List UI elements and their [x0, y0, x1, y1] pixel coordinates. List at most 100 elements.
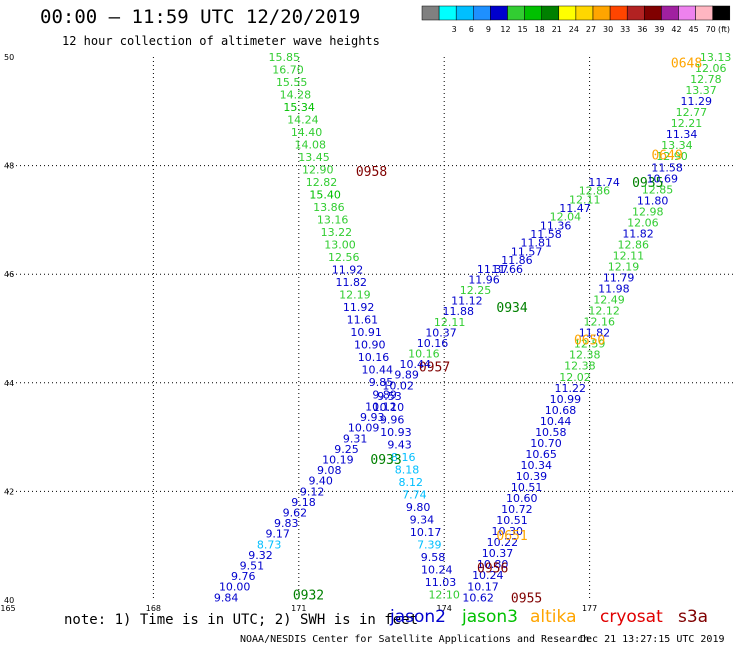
colorbar-label: 3 — [452, 25, 457, 34]
generation-timestamp: Dec 21 13:27:15 UTC 2019 — [580, 634, 725, 645]
wave-height-value: 11.98 — [598, 283, 630, 296]
wave-height-value: 9.12 — [300, 485, 325, 498]
wave-height-value: 10.44 — [540, 415, 572, 428]
wave-height-value: 12.38 — [564, 360, 596, 373]
wave-height-value: 12.16 — [584, 316, 616, 329]
wave-height-value: 12.78 — [690, 73, 722, 86]
wave-height-value: 12.11 — [434, 316, 466, 329]
wave-height-value: 12.56 — [328, 251, 360, 264]
wave-height-value: 10.51 — [511, 481, 543, 494]
wave-height-value: 10.00 — [219, 581, 251, 594]
wave-height-value: 11.47 — [559, 202, 591, 215]
x-tick-label: 165 — [0, 604, 15, 613]
pass-time-label: 0650 — [574, 333, 605, 348]
pass-time-label: 0956 — [477, 561, 508, 576]
wave-height-value: 11.57 — [511, 245, 543, 258]
y-tick-label: 42 — [4, 487, 14, 496]
colorbar-unit: (ft) — [718, 25, 730, 34]
y-tick-label: 46 — [4, 270, 14, 279]
wave-height-value: 14.08 — [295, 139, 327, 152]
credit-line: NOAA/NESDIS Center for Satellite Applica… — [240, 634, 590, 645]
colorbar-label: 27 — [586, 25, 596, 34]
wave-height-value: 12.59 — [574, 338, 606, 351]
wave-height-value: 12.49 — [593, 294, 625, 307]
x-tick-label: 177 — [582, 604, 597, 613]
wave-height-value: 10.12 — [365, 401, 397, 414]
wave-height-value: 10.37 — [482, 547, 514, 560]
wave-height-value: 12.21 — [671, 117, 703, 130]
legend-jason2: jason2 — [390, 607, 446, 627]
colorbar-label: 12 — [500, 25, 510, 34]
wave-height-value: 9.89 — [372, 389, 397, 402]
wave-height-value: 13.37 — [685, 84, 717, 97]
wave-height-value: 9.84 — [214, 591, 239, 604]
wave-height-value: 11.61 — [347, 314, 379, 327]
wave-height-value: 11.96 — [468, 273, 500, 286]
wave-height-value: 11.79 — [603, 272, 635, 285]
wave-height-value: 11.88 — [443, 305, 475, 318]
wave-height-value: 10.34 — [521, 459, 553, 472]
wave-height-value: 7.39 — [417, 539, 442, 552]
wave-height-value: 13.13 — [700, 51, 732, 64]
pass-time-label: 0935 — [632, 176, 663, 191]
wave-height-value: 12.90 — [656, 150, 688, 163]
wave-height-value: 10.44 — [361, 364, 393, 377]
legend-cryosat: cryosat — [600, 607, 663, 627]
wave-height-value: 16.70 — [272, 64, 304, 77]
wave-height-value: 11.92 — [332, 264, 364, 277]
colorbar-label: 15 — [518, 25, 528, 34]
wave-height-value: 7.74 — [402, 489, 427, 502]
wave-height-value: 12.19 — [608, 260, 640, 273]
wave-height-value: 10.30 — [491, 525, 523, 538]
wave-height-value: 9.96 — [380, 414, 405, 427]
wave-height-value: 10.10 — [373, 401, 405, 414]
wave-height-value: 9.53 — [377, 390, 402, 403]
wave-height-value: 11.34 — [666, 128, 698, 141]
wave-height-value: 10.24 — [472, 569, 504, 582]
wave-height-value: 9.89 — [394, 369, 419, 382]
wave-height-value: 10.37 — [425, 326, 457, 339]
wave-height-value: 11.82 — [579, 327, 611, 340]
wave-height-value: 13.00 — [324, 239, 356, 252]
chart-subtitle: 12 hour collection of altimeter wave hei… — [62, 34, 380, 48]
wave-height-value: 9.51 — [240, 559, 265, 572]
pass-time-label: 0651 — [496, 529, 527, 544]
wave-height-value: 10.02 — [382, 379, 414, 392]
wave-height-value: 12.12 — [588, 305, 620, 318]
wave-height-value: 12.77 — [676, 106, 708, 119]
wave-height-value: 11.22 — [554, 382, 586, 395]
wave-height-value: 12.86 — [579, 185, 611, 198]
wave-height-value: 13.45 — [298, 151, 330, 164]
colorbar-label: 9 — [486, 25, 491, 34]
wave-height-value: 10.39 — [516, 470, 548, 483]
pass-time-label: 0934 — [496, 301, 527, 316]
wave-height-value: 8.16 — [391, 451, 416, 464]
wave-height-value: 9.93 — [360, 411, 385, 424]
wave-height-value: 11.81 — [521, 237, 553, 250]
wave-height-value: 10.93 — [380, 426, 412, 439]
wave-height-value: 9.08 — [317, 464, 342, 477]
wave-height-value: 10.65 — [525, 448, 557, 461]
wave-height-value: 13.16 — [317, 214, 349, 227]
wave-height-value: 12.25 — [460, 284, 492, 297]
colorbar-label: 24 — [569, 25, 579, 34]
colorbar-label: 30 — [603, 25, 613, 34]
wave-height-value: 11.92 — [343, 301, 375, 314]
wave-height-value: 10.22 — [487, 536, 519, 549]
wave-height-value: 10.24 — [421, 564, 453, 577]
wave-height-value: 10.99 — [550, 393, 582, 406]
pass-time-label: 0958 — [356, 165, 387, 180]
pass-time-label: 0648 — [671, 56, 702, 71]
wave-height-value: 10.60 — [506, 492, 538, 505]
wave-height-value: 9.76 — [231, 570, 256, 583]
wave-height-value: 8.73 — [257, 538, 282, 551]
wave-height-value: 9.18 — [291, 496, 316, 509]
wave-height-value: 15.55 — [276, 76, 308, 89]
pass-time-label: 0957 — [419, 361, 450, 376]
y-tick-label: 44 — [4, 379, 14, 388]
wave-height-value: 9.85 — [369, 376, 394, 389]
wave-height-value: 10.68 — [545, 404, 577, 417]
wave-height-value: 10.72 — [501, 503, 533, 516]
wave-height-value: 10.80 — [477, 558, 509, 571]
